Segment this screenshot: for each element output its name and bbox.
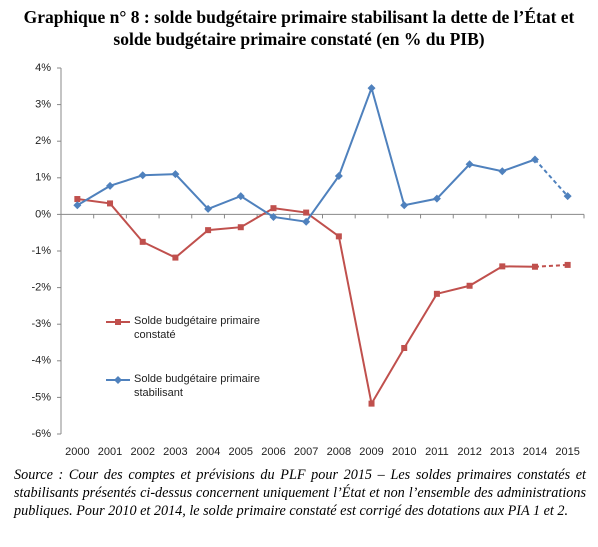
y-tick-label: 0% bbox=[35, 208, 51, 220]
x-tick-label: 2003 bbox=[163, 446, 187, 458]
y-tick-label: 1% bbox=[35, 172, 51, 184]
legend-label: Solde budgétaire primaire stabilisant bbox=[134, 373, 260, 399]
point bbox=[302, 217, 311, 226]
point bbox=[172, 254, 179, 261]
point bbox=[367, 84, 376, 93]
x-tick-label: 2015 bbox=[555, 446, 579, 458]
y-tick-label: 4% bbox=[35, 62, 51, 74]
source-note: Source : Cour des comptes et prévisions … bbox=[14, 467, 586, 519]
y-tick-label: 3% bbox=[35, 99, 51, 111]
point bbox=[139, 238, 146, 245]
point bbox=[74, 196, 81, 203]
point bbox=[205, 227, 212, 234]
chart-title: Graphique n° 8 : solde budgétaire primai… bbox=[23, 7, 575, 49]
y-tick-label: -4% bbox=[31, 355, 51, 367]
point bbox=[270, 205, 277, 212]
y-tick-label: -3% bbox=[31, 318, 51, 330]
x-tick-label: 2007 bbox=[294, 446, 318, 458]
point bbox=[106, 181, 115, 190]
point bbox=[563, 192, 572, 201]
point bbox=[237, 224, 244, 231]
x-tick-label: 2011 bbox=[425, 446, 449, 458]
point bbox=[368, 400, 375, 407]
point bbox=[531, 263, 538, 270]
point bbox=[114, 376, 122, 384]
x-tick-label: 2010 bbox=[392, 446, 416, 458]
x-tick-label: 2001 bbox=[98, 446, 122, 458]
point bbox=[236, 192, 245, 201]
series-line-dashed bbox=[534, 263, 568, 268]
point bbox=[499, 263, 506, 270]
y-tick-label: -1% bbox=[31, 245, 51, 257]
y-tick-label: 2% bbox=[35, 135, 51, 147]
point bbox=[204, 204, 213, 213]
x-tick-label: 2004 bbox=[196, 446, 220, 458]
y-tick-label: -5% bbox=[31, 391, 51, 403]
legend-label: Solde budgétaire primaire constaté bbox=[134, 315, 260, 341]
point bbox=[433, 290, 440, 297]
point bbox=[335, 233, 342, 240]
point bbox=[465, 160, 474, 169]
x-tick-label: 2006 bbox=[261, 446, 285, 458]
y-tick-label: -2% bbox=[31, 282, 51, 294]
x-tick-label: 2002 bbox=[130, 446, 154, 458]
point bbox=[466, 282, 473, 289]
x-tick-label: 2005 bbox=[229, 446, 253, 458]
x-tick-label: 2013 bbox=[490, 446, 514, 458]
point bbox=[269, 212, 278, 221]
point bbox=[432, 194, 441, 203]
point bbox=[138, 171, 147, 180]
series-line bbox=[76, 84, 536, 223]
point bbox=[564, 261, 571, 268]
point bbox=[303, 209, 310, 216]
x-tick-label: 2009 bbox=[359, 446, 383, 458]
x-tick-label: 2008 bbox=[327, 446, 351, 458]
point bbox=[401, 344, 408, 351]
point bbox=[498, 167, 507, 176]
point bbox=[115, 319, 121, 325]
x-tick-label: 2012 bbox=[457, 446, 481, 458]
point bbox=[334, 171, 343, 180]
point bbox=[530, 155, 539, 164]
y-tick-label: -6% bbox=[31, 428, 51, 440]
x-tick-label: 2000 bbox=[65, 446, 89, 458]
point bbox=[73, 201, 82, 210]
x-tick-label: 2014 bbox=[523, 446, 547, 458]
series-line-dashed bbox=[534, 158, 569, 197]
point bbox=[171, 170, 180, 179]
point bbox=[400, 201, 409, 210]
point bbox=[107, 200, 114, 207]
